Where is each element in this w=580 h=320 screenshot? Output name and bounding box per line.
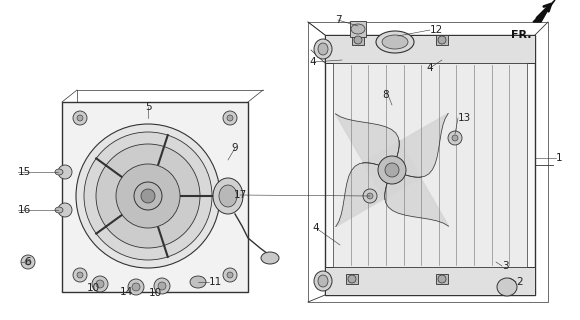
Circle shape: [438, 275, 446, 283]
Circle shape: [58, 203, 72, 217]
Ellipse shape: [190, 276, 206, 288]
Circle shape: [128, 279, 144, 295]
Polygon shape: [362, 113, 448, 177]
Text: 12: 12: [430, 25, 443, 35]
Text: 4: 4: [313, 223, 320, 233]
Circle shape: [116, 164, 180, 228]
Text: 3: 3: [502, 261, 509, 271]
Bar: [346, 274, 358, 284]
Polygon shape: [336, 163, 422, 227]
Text: FR.: FR.: [511, 30, 531, 40]
Ellipse shape: [351, 24, 365, 34]
Text: 10: 10: [86, 283, 100, 293]
Circle shape: [448, 131, 462, 145]
Circle shape: [96, 280, 104, 288]
Circle shape: [227, 115, 233, 121]
Circle shape: [92, 276, 108, 292]
Circle shape: [77, 115, 83, 121]
Text: 7: 7: [335, 15, 341, 25]
Circle shape: [385, 163, 399, 177]
Bar: [325, 267, 535, 295]
Text: 17: 17: [233, 190, 246, 200]
Ellipse shape: [314, 39, 332, 59]
Text: 15: 15: [18, 167, 31, 177]
Text: 1: 1: [556, 153, 563, 163]
Text: 4: 4: [310, 57, 316, 67]
Circle shape: [223, 268, 237, 282]
Circle shape: [77, 272, 83, 278]
Ellipse shape: [261, 252, 279, 264]
Ellipse shape: [213, 178, 243, 214]
Circle shape: [438, 36, 446, 44]
Circle shape: [223, 111, 237, 125]
Text: 2: 2: [516, 277, 523, 287]
Polygon shape: [335, 114, 400, 199]
Circle shape: [363, 189, 377, 203]
Bar: [436, 35, 448, 45]
Polygon shape: [533, 0, 555, 22]
Circle shape: [154, 278, 170, 294]
Ellipse shape: [382, 35, 408, 49]
Circle shape: [134, 182, 162, 210]
Ellipse shape: [55, 169, 63, 175]
Text: 5: 5: [144, 102, 151, 112]
Circle shape: [132, 283, 140, 291]
Circle shape: [21, 255, 35, 269]
Circle shape: [25, 259, 31, 265]
Circle shape: [141, 189, 155, 203]
Text: 14: 14: [119, 287, 133, 297]
Polygon shape: [385, 140, 448, 226]
Ellipse shape: [314, 271, 332, 291]
Circle shape: [96, 144, 200, 248]
Circle shape: [58, 165, 72, 179]
Circle shape: [84, 132, 212, 260]
Ellipse shape: [376, 31, 414, 53]
Circle shape: [452, 135, 458, 141]
Text: 11: 11: [209, 277, 222, 287]
Bar: [350, 21, 366, 37]
Text: 9: 9: [231, 143, 238, 153]
Circle shape: [348, 275, 356, 283]
Circle shape: [354, 36, 362, 44]
Circle shape: [73, 268, 87, 282]
Bar: [325, 35, 535, 295]
Bar: [436, 274, 448, 284]
Text: 8: 8: [383, 90, 389, 100]
Circle shape: [76, 124, 220, 268]
Ellipse shape: [497, 278, 517, 296]
Ellipse shape: [318, 275, 328, 287]
Circle shape: [378, 156, 406, 184]
Text: 13: 13: [458, 113, 471, 123]
Ellipse shape: [318, 43, 328, 55]
Bar: [352, 35, 364, 45]
Text: 4: 4: [427, 63, 433, 73]
Text: 6: 6: [24, 257, 31, 267]
Circle shape: [73, 111, 87, 125]
Ellipse shape: [219, 185, 237, 207]
Bar: [325, 35, 535, 63]
Text: 16: 16: [18, 205, 31, 215]
Bar: [62, 102, 248, 292]
Text: 10: 10: [148, 288, 162, 298]
Circle shape: [367, 193, 373, 199]
Circle shape: [227, 272, 233, 278]
Circle shape: [158, 282, 166, 290]
Bar: [333, 63, 527, 267]
Ellipse shape: [55, 207, 63, 213]
